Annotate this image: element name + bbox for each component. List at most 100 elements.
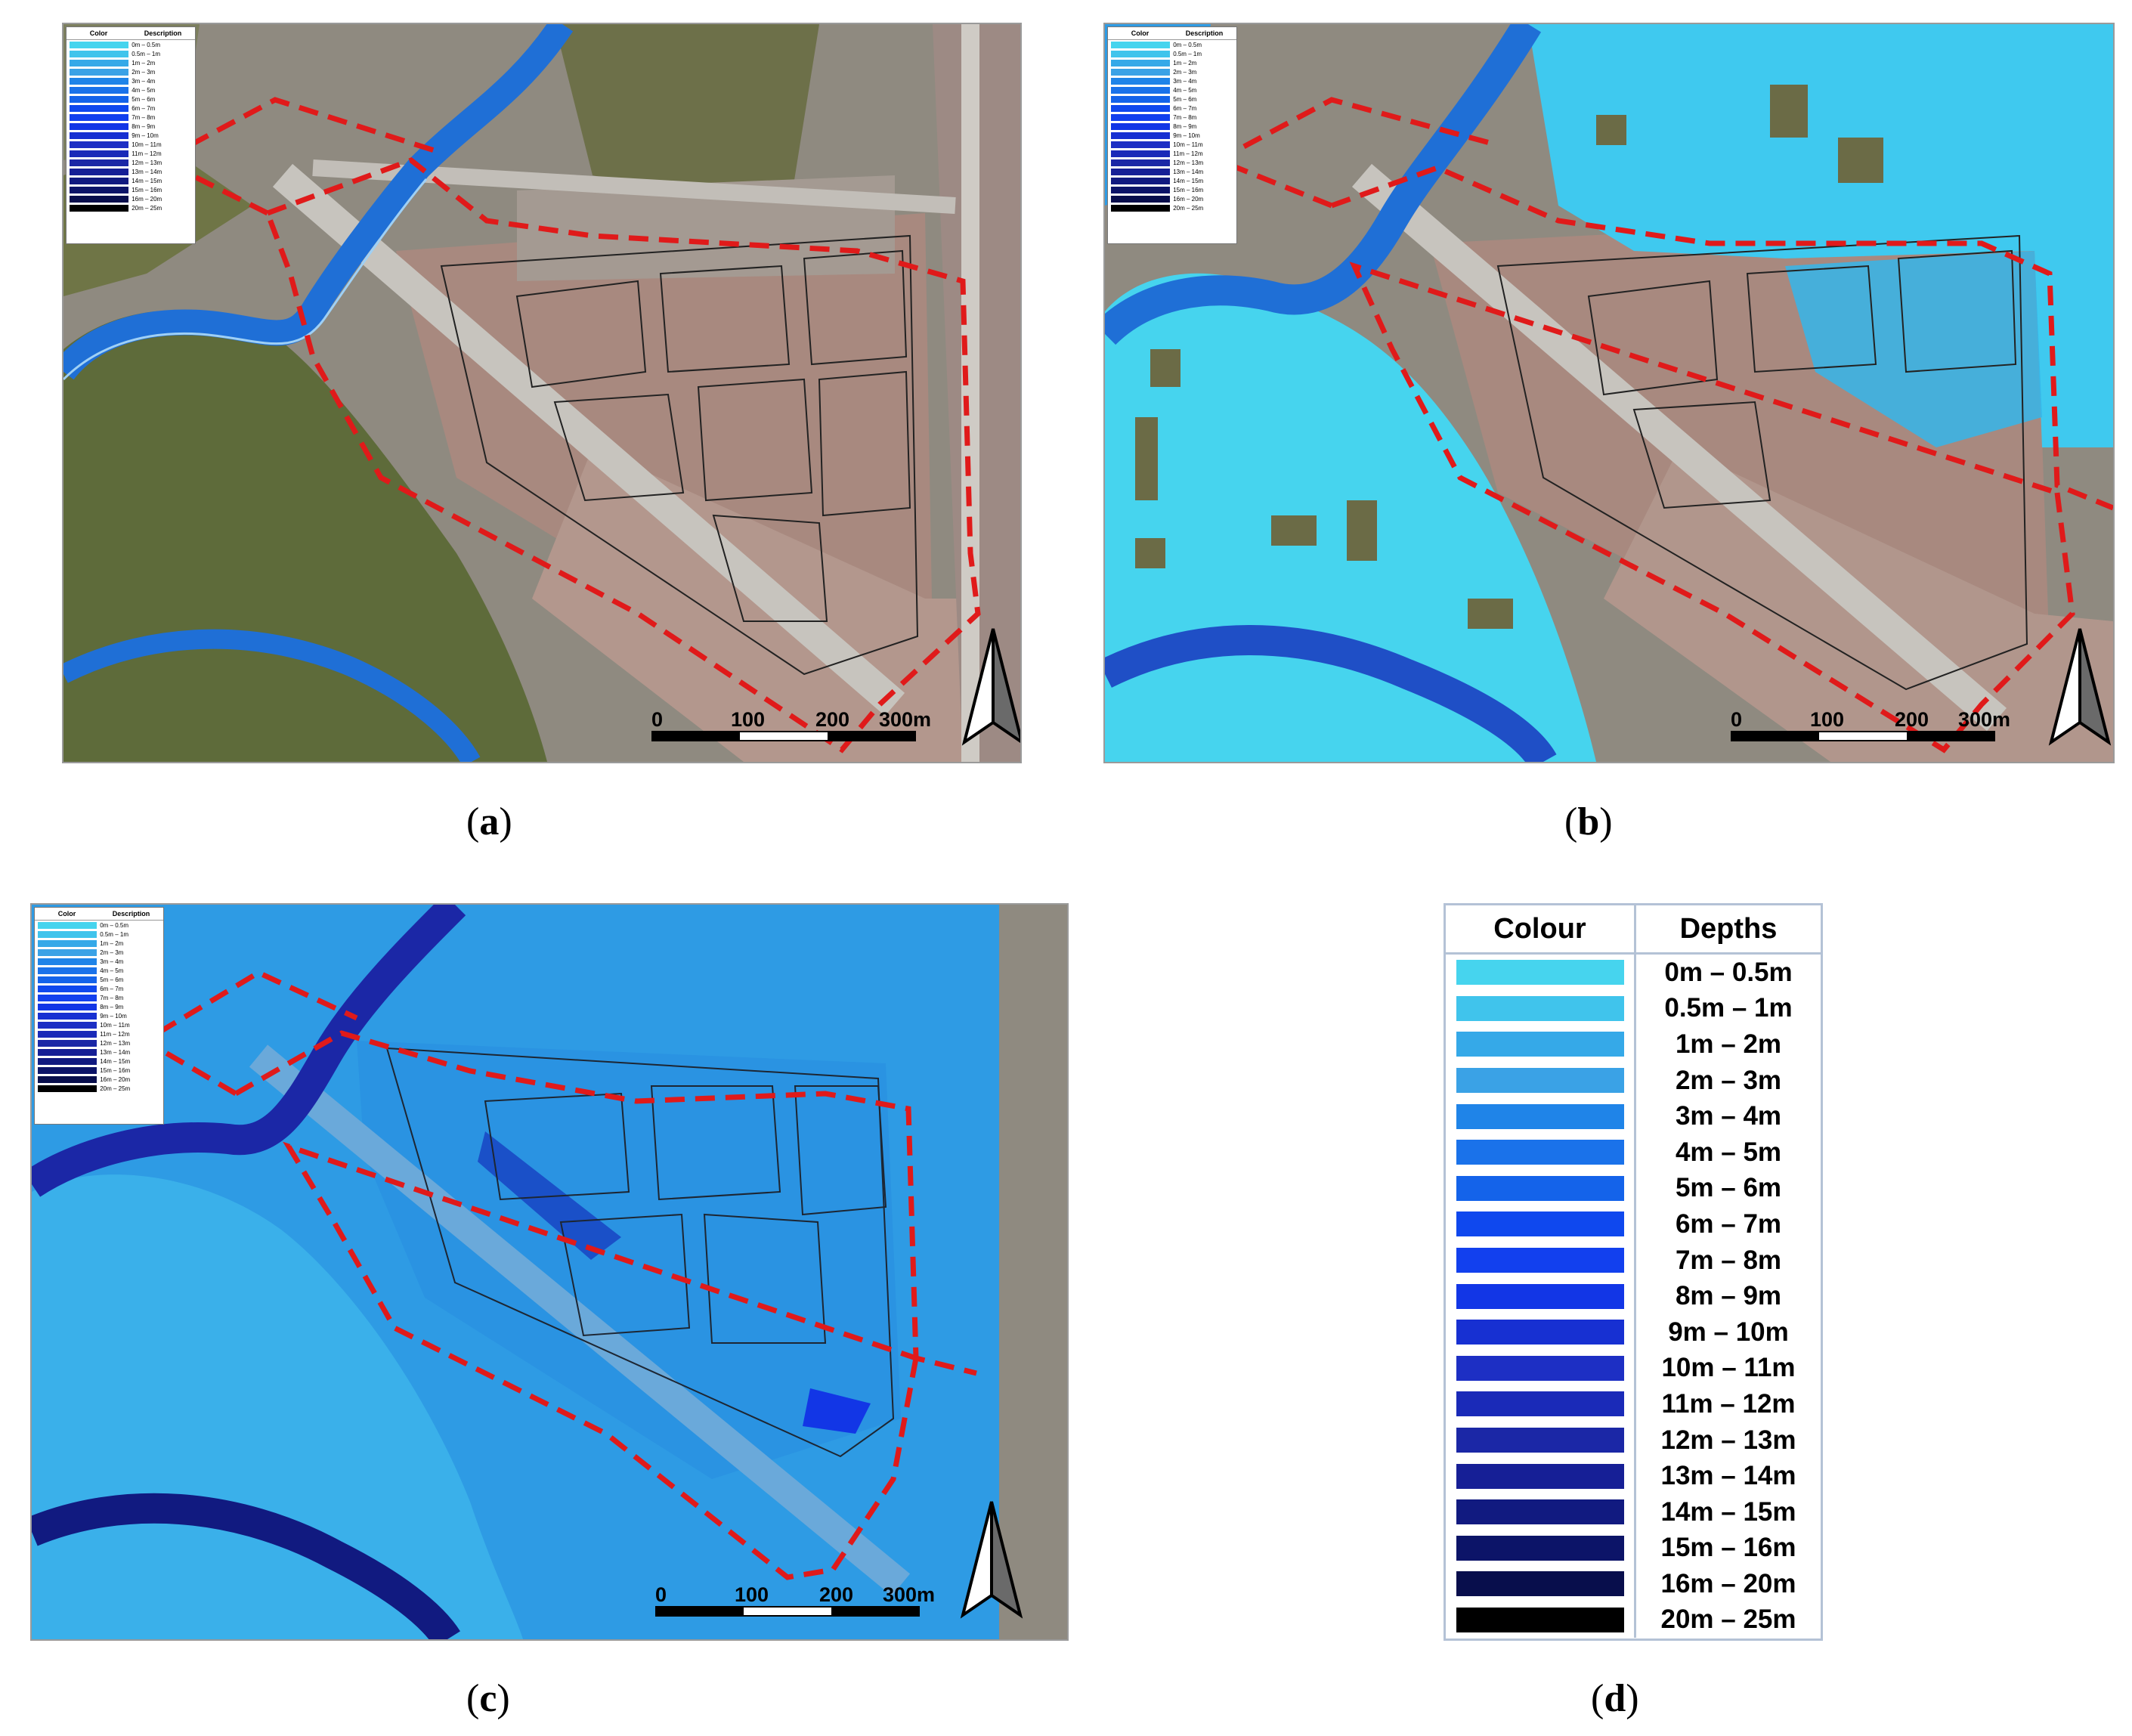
mini-legend-swatch bbox=[1111, 50, 1171, 57]
legend-swatch bbox=[1456, 1248, 1624, 1273]
panel-caption-a: (a) bbox=[466, 800, 512, 843]
mini-legend-label: 16m – 20m bbox=[132, 195, 162, 203]
mini-legend: Color Description 0m – 0.5m 0.5m – 1m 1m – 2… bbox=[1107, 26, 1237, 244]
mini-legend-row: 0.5m – 1m bbox=[67, 49, 195, 58]
legend-row: 16m – 20m bbox=[1446, 1566, 1821, 1602]
mini-legend-description-header: Description bbox=[144, 29, 182, 37]
mini-legend-swatch bbox=[38, 967, 97, 974]
legend-row: 3m – 4m bbox=[1446, 1098, 1821, 1134]
scale-bar-tick-label: 300m bbox=[879, 708, 932, 731]
legend-label: 6m – 7m bbox=[1675, 1208, 1782, 1239]
scale-bar-segments bbox=[1731, 731, 1995, 741]
aerial-base bbox=[999, 905, 1067, 1639]
mini-legend-label: 6m – 7m bbox=[132, 104, 156, 112]
mini-legend-label: 14m – 15m bbox=[132, 177, 162, 184]
mini-legend-row: 5m – 6m bbox=[35, 975, 163, 984]
mini-legend-row: 9m – 10m bbox=[1108, 131, 1236, 140]
mini-legend-swatch bbox=[1111, 41, 1171, 48]
river bbox=[1105, 625, 1557, 762]
mini-legend-row: 20m – 25m bbox=[1108, 203, 1236, 212]
legend-label: 16m – 20m bbox=[1660, 1568, 1796, 1598]
scale-bar-tick-label: 100 bbox=[735, 1583, 769, 1606]
mini-legend-row: 12m – 13m bbox=[67, 158, 195, 167]
mini-legend-swatch bbox=[38, 1030, 97, 1038]
mini-legend-row: 3m – 4m bbox=[35, 957, 163, 966]
mini-legend-swatch bbox=[70, 177, 129, 184]
scale-bar: 0 100 200 300m bbox=[655, 1583, 935, 1617]
legend-row: 7m – 8m bbox=[1446, 1242, 1821, 1279]
mini-legend-label: 3m – 4m bbox=[100, 958, 124, 965]
mini-legend-label: 10m – 11m bbox=[100, 1021, 130, 1029]
legend-label: 14m – 15m bbox=[1660, 1496, 1796, 1527]
legend-label: 5m – 6m bbox=[1675, 1173, 1782, 1203]
legend-row: 14m – 15m bbox=[1446, 1493, 1821, 1530]
mini-legend-label: 11m – 12m bbox=[1173, 150, 1203, 157]
study-area-boundary bbox=[1330, 165, 2113, 754]
mini-legend-label: 16m – 20m bbox=[1173, 195, 1204, 203]
legend-row: 0.5m – 1m bbox=[1446, 990, 1821, 1027]
mini-legend-swatch bbox=[38, 939, 97, 947]
vegetation-area bbox=[555, 24, 819, 213]
mini-legend-swatch bbox=[1111, 59, 1171, 67]
mini-legend-colour-header: Color bbox=[1131, 29, 1150, 37]
scale-bar-segment bbox=[1906, 732, 1994, 740]
legend-row: 1m – 2m bbox=[1446, 1026, 1821, 1063]
scale-bar-segment bbox=[1819, 732, 1907, 740]
mini-legend-row: 16m – 20m bbox=[35, 1075, 163, 1084]
depth-legend: Colour Depths 0m – 0.5m 0.5m – 1m 1m – 2m 2… bbox=[1444, 903, 1823, 1641]
study-area-boundary bbox=[264, 157, 981, 754]
mini-legend-swatch bbox=[1111, 77, 1171, 85]
mini-legend-label: 20m – 25m bbox=[132, 204, 162, 212]
mini-legend-label: 20m – 25m bbox=[1173, 204, 1204, 212]
mini-legend-label: 2m – 3m bbox=[132, 68, 156, 76]
mini-legend-row: 10m – 11m bbox=[35, 1020, 163, 1029]
mini-legend-swatch bbox=[1111, 186, 1171, 193]
legend-row: 12m – 13m bbox=[1446, 1422, 1821, 1459]
scale-bar-tick-label: 0 bbox=[651, 708, 664, 731]
legend-label: 10m – 11m bbox=[1661, 1353, 1796, 1383]
mini-legend-label: 16m – 20m bbox=[100, 1075, 131, 1083]
mini-legend-swatch bbox=[38, 994, 97, 1001]
mini-legend-label: 0m – 0.5m bbox=[132, 41, 160, 48]
mini-legend-row: 7m – 8m bbox=[35, 993, 163, 1002]
mini-legend-label: 4m – 5m bbox=[100, 967, 124, 974]
legend-swatch bbox=[1456, 960, 1624, 986]
panel-caption-c: (c) bbox=[466, 1677, 510, 1720]
legend-row: 0m – 0.5m bbox=[1446, 953, 1821, 991]
legend-row: 2m – 3m bbox=[1446, 1062, 1821, 1099]
mini-legend-row: 6m – 7m bbox=[35, 984, 163, 993]
mini-legend-label: 15m – 16m bbox=[100, 1066, 131, 1074]
mini-legend-row: 14m – 15m bbox=[35, 1057, 163, 1066]
mini-legend-swatch bbox=[1111, 95, 1171, 103]
mini-legend-label: 0.5m – 1m bbox=[132, 50, 160, 57]
scale-bar-tick-label: 300m bbox=[1958, 708, 2011, 731]
mini-legend-header: Color Description bbox=[1108, 27, 1236, 40]
mini-legend-label: 4m – 5m bbox=[1173, 86, 1197, 94]
mini-legend-label: 15m – 16m bbox=[1173, 186, 1204, 193]
mini-legend-label: 12m – 13m bbox=[100, 1039, 131, 1047]
mini-legend-label: 12m – 13m bbox=[1173, 159, 1204, 166]
mini-legend-label: 6m – 7m bbox=[1173, 104, 1197, 112]
legend-swatch bbox=[1456, 1140, 1624, 1165]
mini-legend-label: 9m – 10m bbox=[132, 132, 159, 139]
legend-label: 3m – 4m bbox=[1675, 1101, 1782, 1131]
legend-label: 9m – 10m bbox=[1668, 1317, 1789, 1347]
flood-area bbox=[803, 1388, 871, 1434]
mini-legend-swatch bbox=[1111, 177, 1171, 184]
scale-bar-segment bbox=[827, 732, 914, 740]
legend-row: 11m – 12m bbox=[1446, 1386, 1821, 1422]
mini-legend-swatch bbox=[70, 204, 129, 212]
mini-legend-label: 3m – 4m bbox=[1173, 77, 1197, 85]
scale-bar-tick-label: 0 bbox=[1731, 708, 1743, 731]
mini-legend-swatch bbox=[38, 948, 97, 956]
mini-legend-swatch bbox=[70, 150, 129, 157]
road bbox=[1351, 163, 2007, 732]
legend-label: 4m – 5m bbox=[1675, 1137, 1782, 1167]
mini-legend-swatch bbox=[38, 921, 97, 929]
mini-legend-swatch bbox=[1111, 195, 1171, 203]
legend-swatch bbox=[1456, 1607, 1624, 1632]
mini-legend-swatch bbox=[1111, 204, 1171, 212]
river-edge bbox=[63, 178, 428, 381]
mini-legend-swatch bbox=[1111, 104, 1171, 112]
mini-legend-swatch bbox=[38, 1085, 97, 1092]
